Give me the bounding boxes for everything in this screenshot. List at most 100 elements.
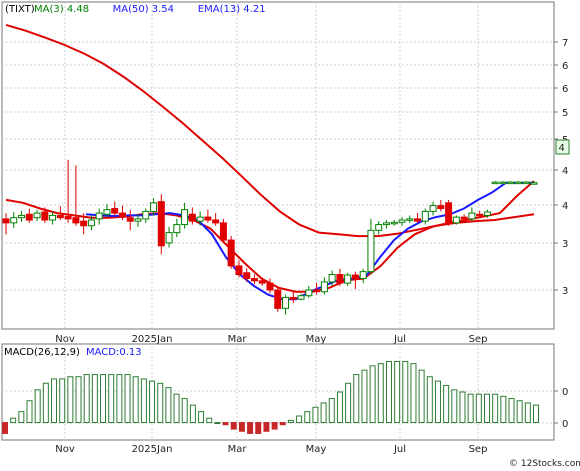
candle-body	[483, 211, 491, 216]
macd-bar	[524, 402, 531, 424]
macd-bar	[418, 369, 425, 424]
candle-body	[297, 295, 305, 300]
macd-bar	[255, 422, 262, 434]
macd-bar	[116, 374, 123, 424]
macd-bar	[451, 389, 458, 424]
candle-body	[522, 181, 530, 185]
macd-bar	[238, 422, 245, 432]
candle-body	[227, 239, 235, 267]
legend-entry: MA(50) 3.54	[113, 4, 174, 15]
candle-body	[80, 220, 88, 227]
candle-body	[142, 210, 150, 220]
candle-body	[181, 209, 189, 226]
candle-body	[351, 274, 359, 280]
macd-bar	[492, 393, 499, 424]
macd-bar	[124, 374, 131, 424]
macd-bar	[353, 374, 360, 424]
candle-body	[289, 296, 297, 300]
macd-x-tick-label: Mar	[228, 444, 248, 455]
candle-body	[25, 213, 33, 221]
price-panel	[1, 1, 555, 330]
candle-body	[111, 208, 119, 214]
candle-body	[414, 218, 422, 222]
candle-body	[18, 214, 26, 219]
candle-body	[305, 289, 313, 297]
candle-body	[258, 280, 266, 284]
macd-bar	[336, 391, 343, 424]
candlesticks	[2, 159, 538, 315]
macd-bar	[230, 422, 237, 430]
legend: MA(3) 4.48 MA(50) 3.54 EMA(13) 4.21	[34, 4, 266, 15]
macd-bar	[91, 374, 98, 424]
candle-body	[452, 216, 460, 224]
y-tick-label: 5	[562, 108, 568, 119]
candle-body	[499, 181, 507, 185]
macd-bar	[516, 400, 523, 424]
macd-bar	[271, 422, 278, 430]
macd-y-tick-label: 0	[562, 419, 568, 430]
candle-body	[491, 181, 499, 185]
x-tick-label: Nov	[55, 334, 75, 345]
macd-bar	[42, 382, 49, 424]
macd-bar	[181, 398, 188, 424]
candle-body	[103, 209, 111, 215]
candle-body	[49, 214, 57, 221]
candle-body	[33, 212, 41, 219]
candle-body	[514, 181, 522, 185]
candle-body	[118, 212, 126, 218]
macd-bar	[394, 360, 401, 424]
candle-body	[87, 219, 95, 227]
candle-body	[320, 281, 328, 293]
candle-body	[429, 205, 437, 212]
price-x-axis: Nov 2025Jan Mar May Jul Sep	[55, 334, 487, 345]
price-y-axis: 766554433	[554, 38, 568, 297]
candle-body	[266, 282, 274, 291]
macd-bar	[345, 382, 352, 424]
macd-bar	[320, 402, 327, 424]
macd-bar	[467, 393, 474, 424]
macd-x-tick-label: Jul	[393, 444, 406, 455]
macd-histogram	[2, 360, 539, 434]
macd-bar	[459, 391, 466, 424]
macd-bar	[34, 389, 41, 424]
macd-x-tick-label: 2025Jan	[132, 444, 173, 455]
macd-value-label: MACD:0.13	[86, 347, 142, 358]
macd-title: MACD(26,12,9)	[4, 347, 80, 358]
macd-bar	[10, 417, 17, 424]
x-tick-label: Jul	[393, 334, 406, 345]
macd-bar	[2, 422, 8, 434]
candle-body	[375, 224, 383, 231]
legend-entry: EMA(13) 4.21	[198, 4, 266, 15]
candle-body	[421, 210, 429, 222]
candle-body	[157, 201, 165, 247]
macd-bar	[173, 393, 180, 424]
macd-bar	[206, 417, 213, 424]
candle-body	[328, 274, 336, 283]
macd-bar	[402, 360, 409, 424]
macd-bar	[222, 422, 229, 426]
macd-y-axis: 00	[554, 387, 568, 430]
macd-bar	[533, 404, 539, 424]
macd-bar	[434, 380, 441, 424]
candle-body	[359, 271, 367, 280]
x-tick-label: Sep	[469, 334, 488, 345]
candle-body	[336, 274, 344, 284]
candle-body	[188, 213, 196, 222]
candle-body	[204, 216, 212, 221]
macd-y-tick-label: 0	[562, 387, 568, 398]
macd-bar	[410, 363, 417, 424]
macd-bar	[304, 411, 311, 424]
macd-bar	[296, 415, 303, 424]
y-tick-label: 3	[562, 286, 568, 297]
macd-bar	[132, 376, 139, 424]
macd-bar	[67, 376, 74, 424]
macd-bar	[287, 419, 294, 424]
macd-bar	[165, 387, 172, 424]
candle-body	[134, 218, 142, 222]
candle-body	[10, 217, 18, 224]
macd-x-axis: Nov 2025Jan Mar May Jul Sep	[55, 444, 487, 455]
macd-bar	[189, 404, 196, 424]
macd-bar	[26, 400, 33, 424]
macd-bar	[140, 378, 147, 424]
